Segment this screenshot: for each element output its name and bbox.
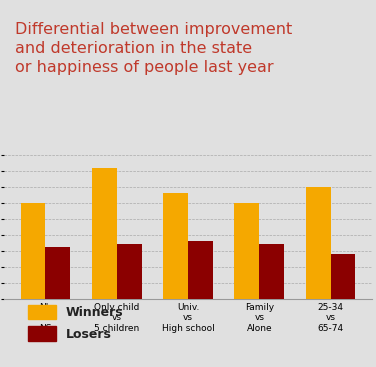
Text: Differential between improvement
and deterioration in the state
or happiness of : Differential between improvement and det… [15,22,292,75]
Bar [188,241,213,299]
Bar [21,203,45,299]
Bar [259,244,284,299]
Legend: Winners, Losers: Winners, Losers [29,305,124,341]
Bar [163,193,188,299]
Bar [45,247,70,299]
Bar [306,187,331,299]
Bar [92,167,117,299]
Bar [331,254,355,299]
Bar [117,244,142,299]
Bar [234,203,259,299]
